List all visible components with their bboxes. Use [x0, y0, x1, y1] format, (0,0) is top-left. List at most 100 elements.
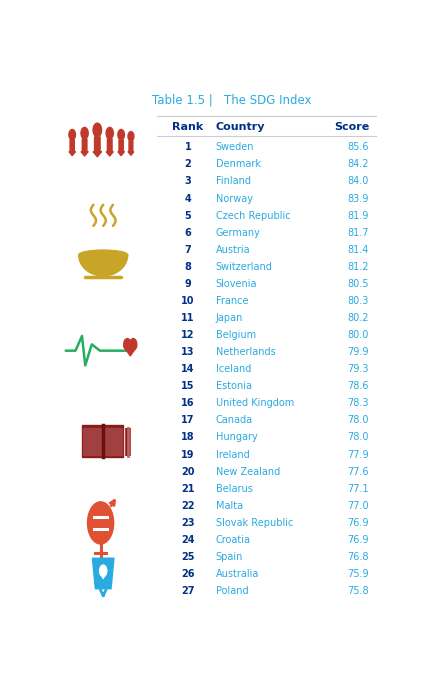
Polygon shape [93, 558, 114, 589]
Text: Finland: Finland [216, 176, 251, 187]
Text: 78.6: 78.6 [348, 381, 369, 391]
Text: Canada: Canada [216, 415, 253, 425]
Text: 80.0: 80.0 [348, 330, 369, 340]
Text: Croatia: Croatia [216, 535, 251, 545]
Text: 21: 21 [181, 484, 195, 494]
Text: Ireland: Ireland [216, 449, 250, 460]
Text: 14: 14 [181, 364, 195, 374]
Text: Netherlands: Netherlands [216, 347, 275, 357]
Text: 18: 18 [181, 432, 195, 443]
Polygon shape [105, 428, 122, 455]
Text: 25: 25 [181, 552, 195, 562]
Circle shape [69, 129, 75, 140]
FancyArrow shape [118, 140, 125, 156]
Text: Japan: Japan [216, 313, 243, 323]
Text: Sweden: Sweden [216, 142, 254, 153]
Text: 77.1: 77.1 [347, 484, 369, 494]
Text: 83.9: 83.9 [348, 194, 369, 204]
Text: Norway: Norway [216, 194, 253, 204]
Text: Slovak Republic: Slovak Republic [216, 518, 293, 528]
Text: Slovenia: Slovenia [216, 279, 257, 289]
Polygon shape [100, 571, 106, 579]
Text: 80.2: 80.2 [348, 313, 369, 323]
Text: 78.3: 78.3 [348, 398, 369, 408]
Polygon shape [104, 425, 123, 457]
Text: 26: 26 [181, 569, 195, 579]
Text: 1: 1 [185, 142, 192, 153]
Text: 76.9: 76.9 [348, 518, 369, 528]
Text: 85.6: 85.6 [348, 142, 369, 153]
Text: Denmark: Denmark [216, 159, 261, 170]
Text: 4: 4 [185, 194, 192, 204]
FancyArrow shape [128, 141, 134, 155]
Text: Australia: Australia [216, 569, 259, 579]
Text: 77.0: 77.0 [347, 501, 369, 511]
Circle shape [106, 127, 113, 139]
Text: 81.7: 81.7 [348, 228, 369, 237]
Text: 78.0: 78.0 [348, 432, 369, 443]
Text: Score: Score [334, 122, 369, 131]
Text: New Zealand: New Zealand [216, 466, 280, 477]
Text: 13: 13 [181, 347, 195, 357]
Text: 7: 7 [185, 245, 192, 254]
Text: Estonia: Estonia [216, 381, 252, 391]
Text: Rank: Rank [173, 122, 204, 131]
Circle shape [93, 123, 101, 137]
Text: 84.2: 84.2 [348, 159, 369, 170]
Text: 10: 10 [181, 296, 195, 306]
Text: 9: 9 [185, 279, 192, 289]
Polygon shape [83, 428, 101, 455]
Text: 75.9: 75.9 [347, 569, 369, 579]
Polygon shape [82, 425, 102, 457]
Text: 84.0: 84.0 [348, 176, 369, 187]
Text: 2: 2 [185, 159, 192, 170]
Text: 81.2: 81.2 [348, 262, 369, 272]
Text: 6: 6 [185, 228, 192, 237]
Text: Hungary: Hungary [216, 432, 258, 443]
Text: Belarus: Belarus [216, 484, 253, 494]
Polygon shape [79, 255, 128, 276]
Circle shape [124, 339, 131, 350]
Text: 8: 8 [184, 262, 192, 272]
Text: Austria: Austria [216, 245, 250, 254]
Text: 77.9: 77.9 [347, 449, 369, 460]
Polygon shape [124, 347, 137, 356]
Text: 77.6: 77.6 [347, 466, 369, 477]
Text: 5: 5 [185, 211, 192, 220]
Text: France: France [216, 296, 248, 306]
Text: 12: 12 [181, 330, 195, 340]
Text: 3: 3 [185, 176, 192, 187]
FancyArrow shape [106, 139, 113, 156]
Text: Czech Republic: Czech Republic [216, 211, 290, 220]
Text: 81.9: 81.9 [348, 211, 369, 220]
Text: 79.9: 79.9 [348, 347, 369, 357]
Circle shape [118, 129, 125, 140]
Text: Iceland: Iceland [216, 364, 251, 374]
Text: 76.9: 76.9 [348, 535, 369, 545]
Text: 11: 11 [181, 313, 195, 323]
FancyArrow shape [81, 139, 88, 156]
Text: Switzerland: Switzerland [216, 262, 273, 272]
Text: 15: 15 [181, 381, 195, 391]
Circle shape [88, 502, 114, 544]
Text: 24: 24 [181, 535, 195, 545]
Text: Malta: Malta [216, 501, 243, 511]
Text: 76.8: 76.8 [348, 552, 369, 562]
Text: 78.0: 78.0 [348, 415, 369, 425]
Circle shape [100, 565, 107, 577]
Circle shape [128, 131, 134, 141]
FancyArrow shape [69, 140, 75, 156]
Text: 75.8: 75.8 [347, 586, 369, 596]
Text: Poland: Poland [216, 586, 248, 596]
Text: Germany: Germany [216, 228, 261, 237]
Circle shape [81, 127, 88, 139]
Text: 17: 17 [181, 415, 195, 425]
Text: Belgium: Belgium [216, 330, 256, 340]
Text: 19: 19 [181, 449, 195, 460]
Text: United Kingdom: United Kingdom [216, 398, 294, 408]
FancyArrow shape [93, 137, 101, 157]
Text: Table 1.5 |   The SDG Index: Table 1.5 | The SDG Index [152, 94, 312, 107]
Text: Country: Country [216, 122, 265, 131]
Text: 23: 23 [181, 518, 195, 528]
Text: 22: 22 [181, 501, 195, 511]
